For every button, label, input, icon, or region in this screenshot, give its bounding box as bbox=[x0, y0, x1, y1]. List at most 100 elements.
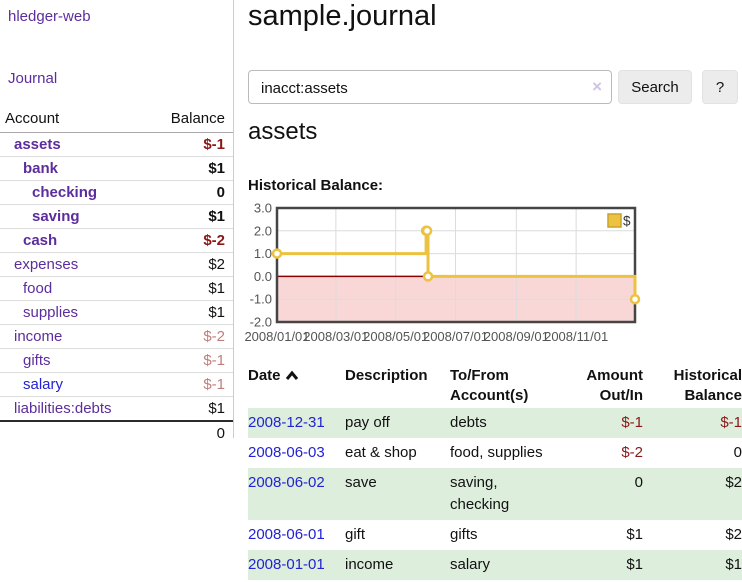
account-link[interactable]: saving bbox=[32, 208, 80, 225]
accounts-column-account: Account bbox=[0, 104, 149, 133]
transaction-date-link[interactable]: 2008-06-01 bbox=[248, 526, 325, 543]
account-row: cash $-2 bbox=[0, 228, 233, 253]
transaction-balance: $1 bbox=[725, 556, 742, 573]
transaction-description: gift bbox=[345, 526, 366, 543]
register-column-accounts: To/From Account(s) bbox=[450, 367, 529, 404]
register-row: 2008-06-03 eat & shop food, supplies $-2… bbox=[248, 438, 742, 468]
account-row: gifts $-1 bbox=[0, 348, 233, 373]
svg-text:0.0: 0.0 bbox=[254, 269, 272, 284]
account-row: liabilities:debts $1 bbox=[0, 397, 233, 422]
transaction-balance: 0 bbox=[733, 444, 742, 461]
page-title: sample.journal bbox=[248, 0, 437, 32]
transaction-date-link[interactable]: 2008-01-01 bbox=[248, 556, 325, 573]
account-balance: $-2 bbox=[148, 228, 233, 253]
register-column-description: Description bbox=[345, 367, 428, 384]
svg-text:3.0: 3.0 bbox=[254, 201, 272, 216]
search-button[interactable]: Search bbox=[618, 70, 692, 104]
legend-label: $ bbox=[623, 214, 631, 229]
transaction-date-link[interactable]: 2008-06-02 bbox=[248, 474, 325, 491]
account-balance: $-1 bbox=[148, 372, 233, 397]
account-balance: $1 bbox=[208, 400, 225, 417]
svg-text:2008/03/01: 2008/03/01 bbox=[303, 329, 368, 344]
main-content: sample.journal × Search ? assets Histori… bbox=[244, 0, 742, 582]
account-link[interactable]: cash bbox=[23, 232, 58, 249]
transaction-amount: $1 bbox=[626, 556, 643, 573]
account-row: salary $-1 bbox=[0, 372, 233, 397]
account-link[interactable]: liabilities:debts bbox=[14, 400, 112, 417]
transaction-description: save bbox=[345, 474, 377, 491]
svg-text:-2.0: -2.0 bbox=[250, 315, 272, 330]
clear-search-icon[interactable]: × bbox=[592, 77, 602, 96]
account-link[interactable]: food bbox=[23, 280, 53, 297]
help-button[interactable]: ? bbox=[702, 70, 738, 104]
account-balance: $1 bbox=[148, 276, 233, 301]
transaction-date-link[interactable]: 2008-12-31 bbox=[248, 414, 325, 431]
account-balance: $1 bbox=[148, 300, 233, 325]
account-balance: $-1 bbox=[148, 132, 233, 157]
transaction-balance: $-1 bbox=[720, 414, 742, 431]
account-balance: 0 bbox=[148, 180, 233, 205]
register-column-amount: Amount Out/In bbox=[586, 367, 643, 404]
svg-text:-1.0: -1.0 bbox=[250, 292, 272, 307]
transaction-amount: $-2 bbox=[621, 444, 643, 461]
account-balance: $2 bbox=[148, 252, 233, 277]
search-bar: × Search ? bbox=[248, 70, 742, 104]
svg-text:2008/05/01: 2008/05/01 bbox=[363, 329, 428, 344]
accounts-total-balance: 0 bbox=[148, 420, 233, 445]
account-link[interactable]: assets bbox=[14, 136, 61, 153]
register-row: 2008-06-01 gift gifts $1 $2 bbox=[248, 520, 742, 550]
chart-canvas[interactable]: 3.0 2.0 1.0 0.0 -1.0 -2.02008/01/012008/03/01… bbox=[240, 200, 742, 348]
register-column-date[interactable]: Date bbox=[248, 364, 345, 408]
chart-title: Historical Balance: bbox=[248, 177, 384, 194]
account-balance: $-2 bbox=[148, 324, 233, 349]
transaction-description: eat & shop bbox=[345, 444, 417, 461]
account-link[interactable]: expenses bbox=[14, 256, 79, 273]
account-balance: $1 bbox=[148, 204, 233, 229]
register-row: 2008-01-01 income salary $1 $1 bbox=[248, 550, 742, 580]
transaction-description: pay off bbox=[345, 414, 390, 431]
account-link[interactable]: checking bbox=[32, 184, 98, 201]
search-input[interactable] bbox=[259, 72, 585, 104]
account-row: saving $1 bbox=[0, 204, 233, 229]
register-column-balance: Historical Balance bbox=[673, 367, 742, 404]
account-row: expenses $2 bbox=[0, 252, 233, 277]
transaction-accounts: saving, checking bbox=[450, 474, 510, 513]
account-balance: $-1 bbox=[148, 348, 233, 373]
svg-text:1.0: 1.0 bbox=[254, 246, 272, 261]
account-row: income $-2 bbox=[0, 324, 233, 349]
sidebar-item-journal[interactable]: Journal bbox=[8, 70, 58, 87]
transaction-accounts: debts bbox=[450, 414, 487, 431]
register-body: 2008-12-31 pay off debts $-1 $-1 2008-06… bbox=[248, 408, 742, 580]
accounts-table: Account Balance assets $-1 bank $1 check… bbox=[0, 104, 233, 445]
accounts-body: assets $-1 bank $1 checking 0 saving $1 … bbox=[0, 132, 233, 422]
app-brand-link[interactable]: hledger-web bbox=[8, 8, 91, 25]
account-link[interactable]: bank bbox=[23, 160, 59, 177]
svg-text:2008/11/01: 2008/11/01 bbox=[544, 329, 608, 344]
account-balance: $1 bbox=[148, 156, 233, 181]
account-link[interactable]: supplies bbox=[23, 304, 79, 321]
search-input-wrap: × bbox=[248, 70, 612, 104]
account-row: food $1 bbox=[0, 276, 233, 301]
register-table: Date Description To/From Account(s) Amou… bbox=[248, 364, 742, 580]
svg-text:2008/09/01: 2008/09/01 bbox=[484, 329, 549, 344]
account-link[interactable]: salary bbox=[23, 376, 64, 393]
legend-swatch bbox=[607, 213, 622, 228]
account-link[interactable]: gifts bbox=[23, 352, 51, 369]
svg-text:2008/07/01: 2008/07/01 bbox=[423, 329, 488, 344]
transaction-amount: 0 bbox=[634, 474, 643, 491]
account-link[interactable]: income bbox=[14, 328, 63, 345]
transaction-balance: $2 bbox=[725, 526, 742, 543]
register-row: 2008-12-31 pay off debts $-1 $-1 bbox=[248, 408, 742, 438]
historical-balance-chart[interactable]: 3.0 2.0 1.0 0.0 -1.0 -2.0 2008/01/01 2008/03/01… bbox=[240, 200, 742, 348]
svg-text:2008/01/01: 2008/01/01 bbox=[244, 329, 309, 344]
account-row: supplies $1 bbox=[0, 300, 233, 325]
register-row: 2008-06-02 save saving, checking 0 $2 bbox=[248, 468, 742, 520]
accounts-column-balance: Balance bbox=[148, 104, 233, 133]
svg-text:2.0: 2.0 bbox=[254, 223, 272, 238]
transaction-accounts: gifts bbox=[450, 526, 478, 543]
sort-ascending-icon bbox=[285, 367, 299, 387]
transaction-accounts: salary bbox=[450, 556, 491, 573]
transaction-accounts: food, supplies bbox=[450, 444, 543, 461]
transaction-date-link[interactable]: 2008-06-03 bbox=[248, 444, 325, 461]
